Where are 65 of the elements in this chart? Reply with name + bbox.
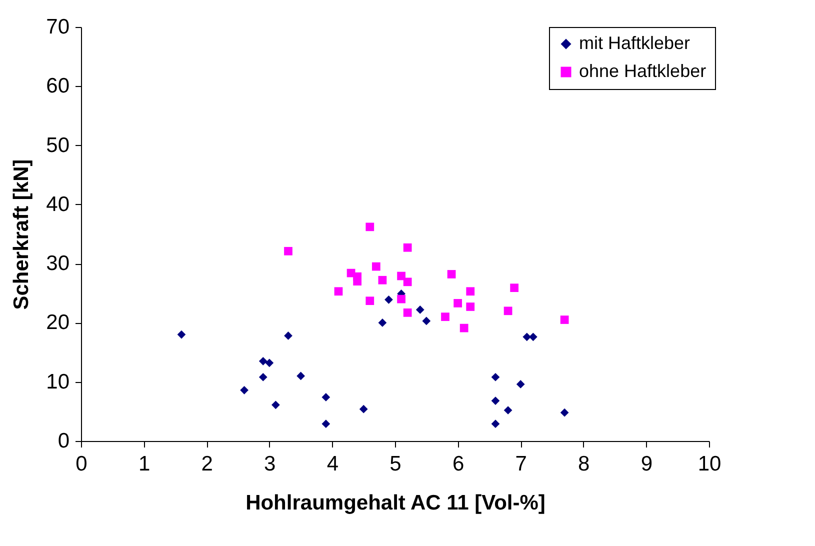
point: [466, 287, 475, 296]
point: [516, 380, 525, 388]
x-tick-label: 1: [138, 452, 150, 476]
y-tick-label: 0: [58, 430, 70, 452]
point: [447, 270, 456, 278]
point: [510, 284, 519, 292]
point: [322, 393, 330, 402]
point: [322, 420, 330, 428]
point: [491, 396, 500, 405]
x-tick-label: 2: [201, 452, 213, 476]
point: [460, 324, 468, 332]
point: [454, 299, 462, 308]
point: [378, 318, 387, 327]
x-tick-label: 5: [390, 452, 402, 476]
point: [560, 408, 569, 417]
y-tick-label: 30: [46, 252, 70, 276]
point: [366, 222, 374, 232]
point: [258, 356, 268, 366]
legend-label: ohne Haftkleber: [579, 61, 706, 81]
x-tick-label: 3: [264, 452, 276, 476]
point: [334, 287, 343, 296]
point: [177, 330, 186, 339]
point: [265, 358, 274, 368]
x-tick-label: 9: [640, 452, 653, 476]
point: [284, 332, 292, 340]
point: [384, 295, 393, 304]
point: [491, 372, 500, 382]
point: [240, 386, 248, 394]
point: [258, 372, 268, 382]
y-tick-label: 60: [46, 74, 70, 98]
point: [504, 306, 512, 316]
point: [372, 262, 380, 271]
point: [403, 278, 412, 286]
point: [441, 312, 450, 321]
x-tick-label: 7: [515, 452, 527, 476]
point: [296, 372, 305, 380]
x-tick-label: 10: [698, 452, 722, 476]
point: [284, 246, 292, 256]
point: [491, 420, 500, 428]
point: [422, 316, 431, 326]
point: [403, 243, 412, 252]
point: [397, 294, 406, 304]
point: [504, 406, 512, 414]
point: [403, 308, 412, 317]
x-tick-label: 0: [76, 452, 88, 476]
x-tick-label: 6: [452, 452, 464, 476]
point: [378, 276, 387, 284]
y-tick-label: 10: [46, 370, 70, 394]
x-tick-label: 4: [326, 452, 339, 476]
y-tick-label: 40: [46, 192, 70, 216]
y-tick-label: 70: [46, 16, 70, 38]
point: [466, 302, 475, 311]
point: [366, 296, 374, 306]
point: [359, 404, 368, 414]
y-axis-title: Scherkraft [kN]: [10, 159, 34, 310]
y-tick-label: 20: [46, 311, 70, 334]
legend-label: mit Haftkleber: [579, 33, 690, 53]
point: [353, 277, 362, 286]
x-axis-title: Hohlraumgehalt AC 11 [Vol-%]: [246, 492, 546, 514]
point: [416, 306, 424, 314]
point: [397, 272, 406, 280]
x-tick-label: 8: [578, 452, 590, 476]
point: [560, 316, 569, 324]
point: [271, 400, 280, 410]
y-tick-label: 50: [46, 134, 70, 157]
